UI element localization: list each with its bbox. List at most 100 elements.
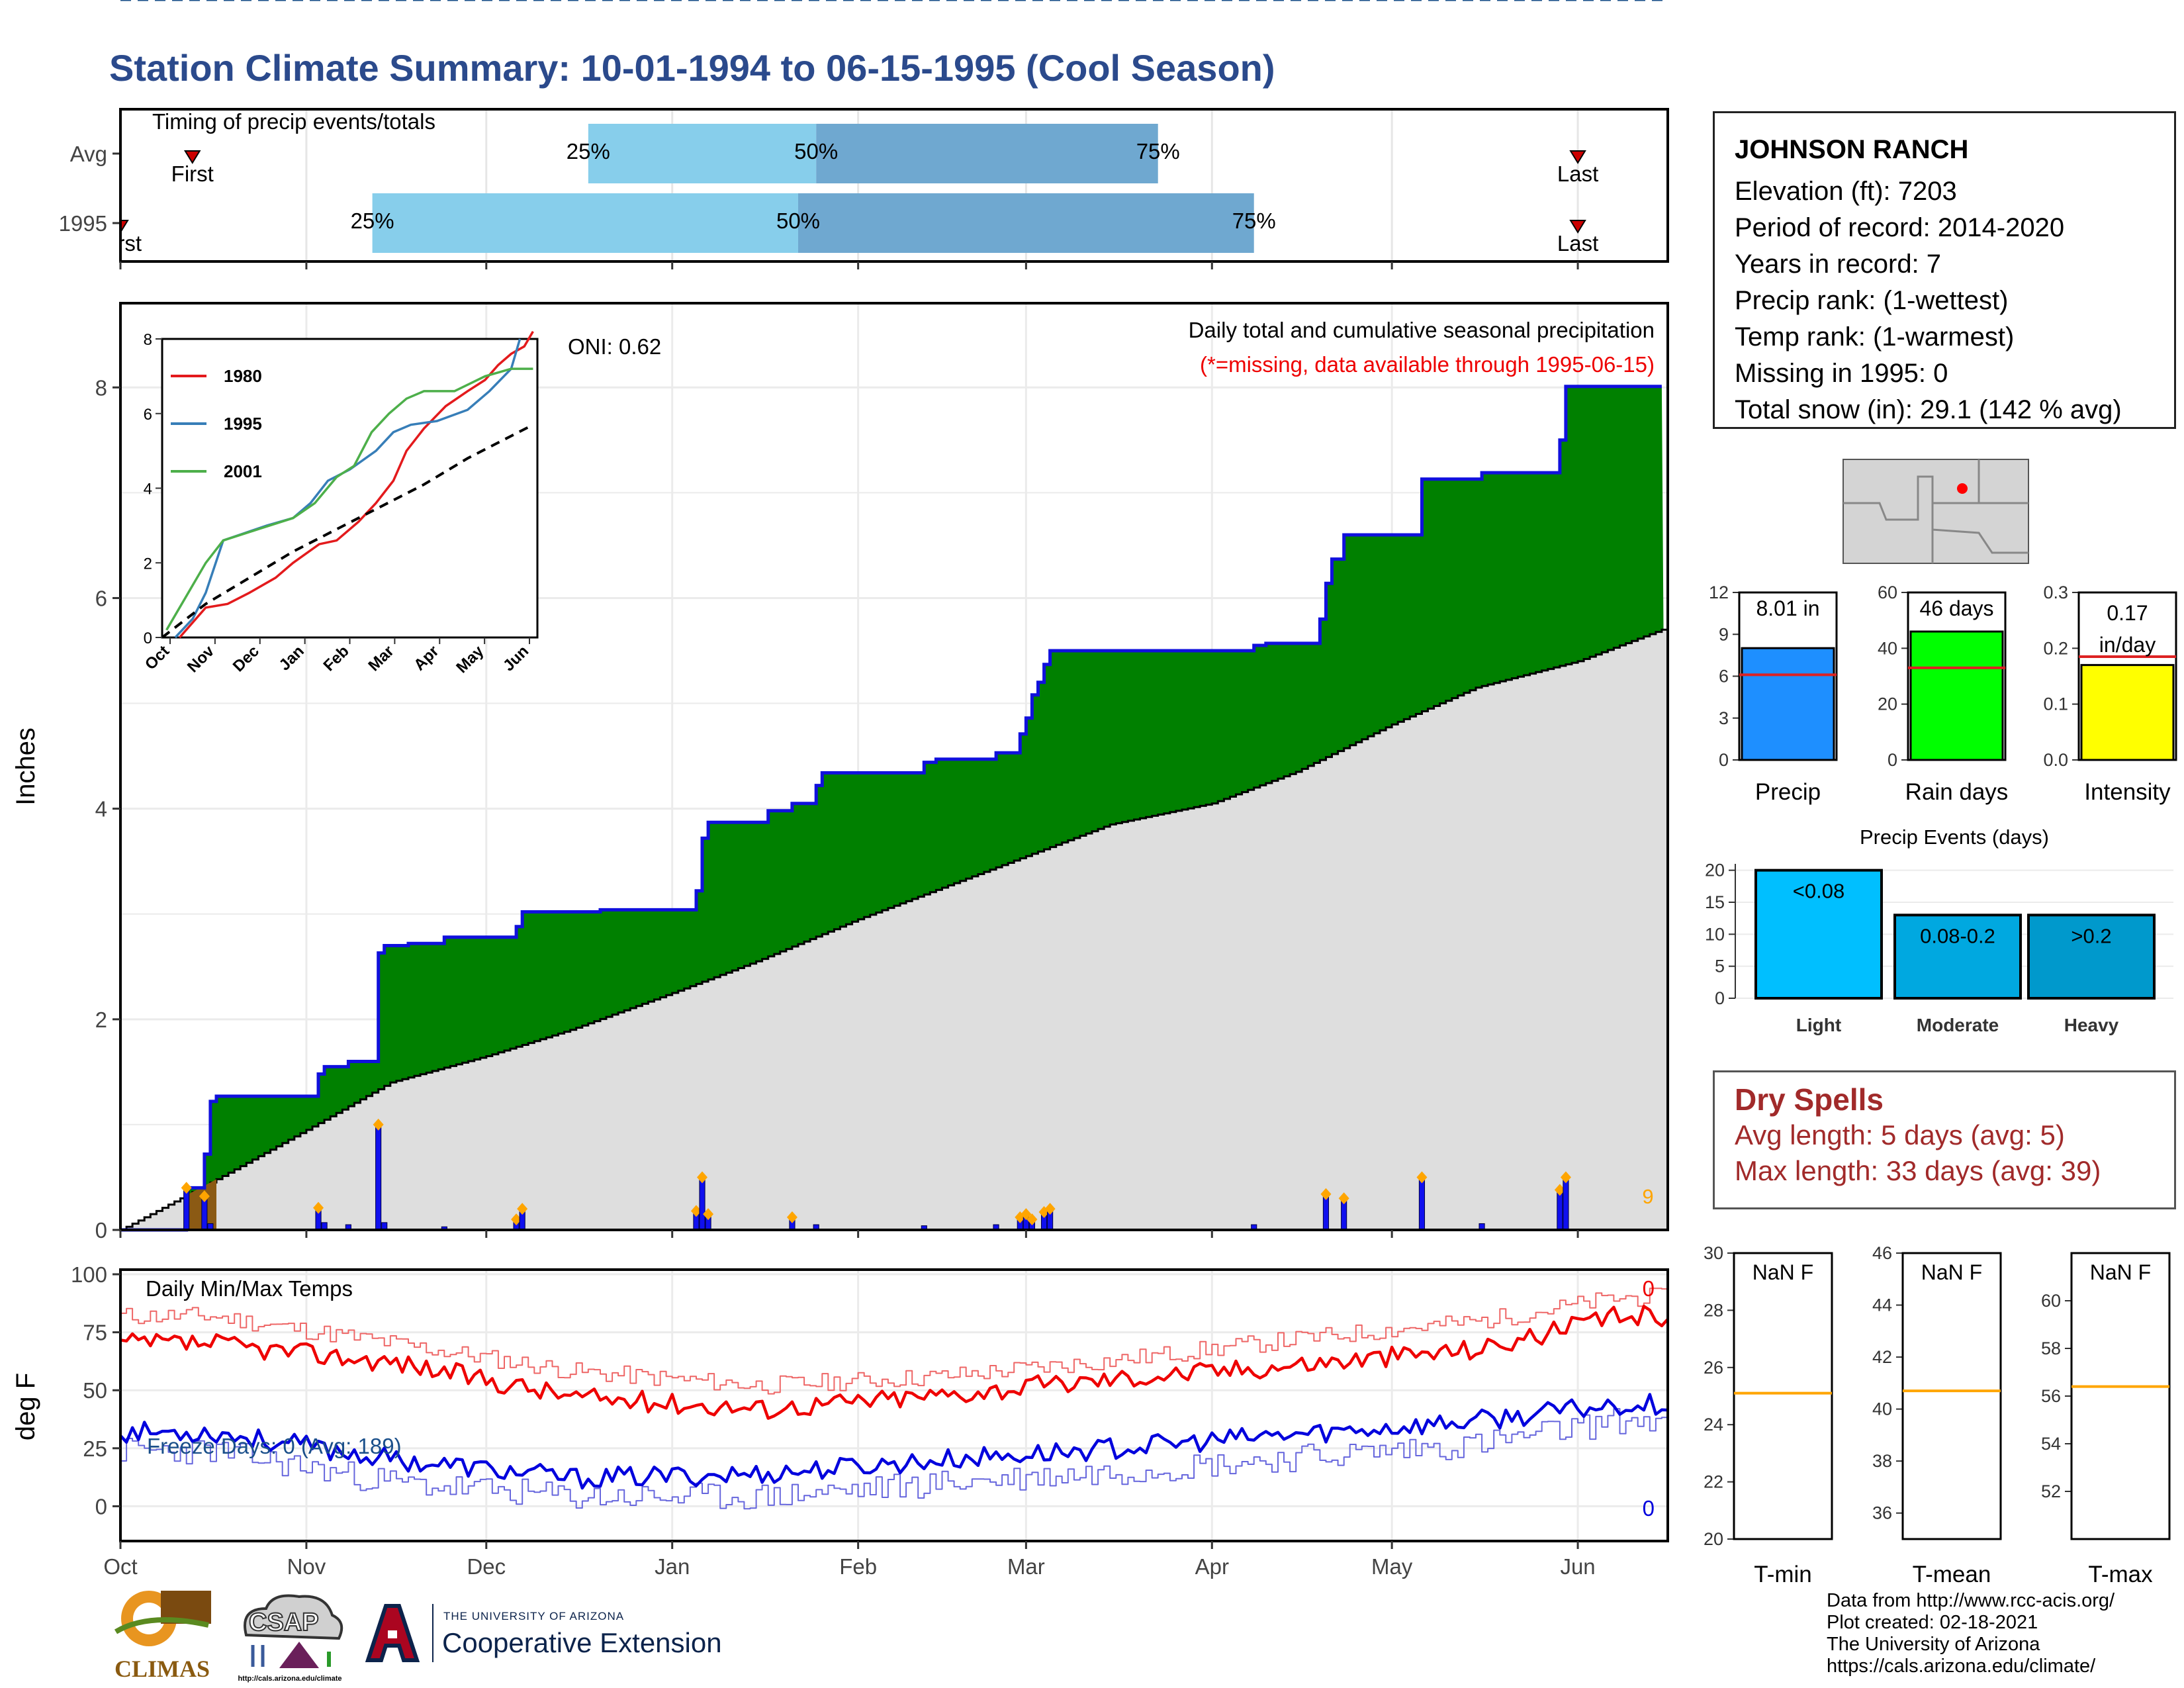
observed-cumulative-line [120,385,1662,1232]
main-ytick-label-4: 4 [95,797,107,821]
tsum-label-0: NaN F [1752,1260,1813,1284]
temps-panel: Daily Min/Max Temps Freeze Days: 0 (Avg: … [11,0,1669,1579]
timing-bar-upper-0 [816,124,1158,183]
main-frame [119,302,1669,1231]
summary-ytick-label-1-2: 40 [1878,638,1897,658]
summary-ytick-label-2-0: 0.0 [2043,750,2068,770]
main-ytick-label-6: 6 [95,586,107,610]
main-ylabel: Inches [11,727,40,806]
temps-ytick-label-1: 25 [83,1436,107,1461]
timing-last-marker-0 [1569,150,1586,164]
temps-ytick-label-2: 50 [83,1378,107,1403]
inset-line-3 [161,423,534,639]
location-map [1843,459,2029,564]
events-ytick-label-3: 15 [1705,892,1725,912]
events-title: Precip Events (days) [1860,825,2049,849]
temp-line-min [119,1393,1668,1490]
tsum-ytick-label-0-4: 28 [1704,1300,1723,1320]
daily-precip-marker-19 [1021,1208,1032,1221]
timing-title: Timing of precip events/totals [152,109,435,134]
daily-precip-bar-26 [1418,1176,1426,1231]
main-ytick-label-8: 8 [95,375,107,400]
station-period: Period of record: 2014-2020 [1735,213,2065,242]
summary-ytick-label-2-2: 0.2 [2043,638,2068,658]
tsum-ytick-label-2-0: 52 [2041,1481,2061,1501]
station-name: JOHNSON RANCH [1735,135,1969,164]
credits: Data from http://www.rcc-acis.org/ Plot … [1827,1590,2115,1677]
daily-precip-marker-14 [786,1211,797,1223]
ua-a-icon [365,1604,420,1662]
credit-plot-date: Plot created: 02-18-2021 [1827,1612,2038,1633]
summary-label-1: 46 days [1919,596,1993,620]
temp-line-avg-min [120,1407,1668,1510]
timing-bar-upper-1 [798,193,1254,253]
tsum-ytick-label-1-5: 46 [1872,1243,1892,1263]
ua-logo[interactable]: THE UNIVERSITY OF ARIZONA Cooperative Ex… [363,1601,747,1673]
events-bar-label-1: 0.08-0.2 [1920,924,1995,947]
events-bar-2 [2027,914,2156,1000]
summary-ytick-label-2-1: 0.1 [2043,694,2068,714]
ua-divider [432,1604,433,1662]
tsum-ytick-label-2-4: 60 [2041,1291,2061,1311]
daily-precip-marker-22 [1044,1203,1056,1215]
climas-logo[interactable]: CLIMAS [109,1585,215,1682]
credit-university: The University of Arizona [1827,1634,2040,1655]
daily-precip-marker-10 [517,1203,528,1215]
station-elevation: Elevation (ft): 7203 [1735,177,1957,206]
summary-ytick-label-0-4: 12 [1709,583,1729,602]
timing-last-marker-1 [1569,220,1586,234]
daily-precip-marker-0 [181,1182,192,1194]
tsum-frame-1 [1901,1252,2002,1540]
month-label-8: Jun [1560,1554,1595,1579]
inset-legend-label-2: 2001 [224,461,262,481]
events-ytick-label-4: 20 [1705,861,1725,880]
timing-row-text-0: Avg [70,142,107,166]
csap-logo[interactable]: CSAP http://cals.arizona.edu/climate [233,1589,347,1685]
timing-left-mask [0,109,120,261]
tsum-ytick-label-0-3: 26 [1704,1358,1723,1378]
daily-precip-marker-13 [703,1208,714,1221]
tsum-ytick-label-2-2: 56 [2041,1386,2061,1406]
temps-ytick-label-3: 75 [83,1321,107,1345]
daily-precip-bar-29 [1563,1176,1569,1231]
summary-bar-0 [1741,647,1835,761]
inset-legend-label-0: 1980 [224,366,262,386]
tsum-ytick-label-2-3: 58 [2041,1338,2061,1358]
daily-precip-marker-1 [199,1190,210,1203]
daily-precip-marker-26 [1416,1171,1428,1184]
events-bar-0 [1754,868,1883,1000]
tsum-label-1: NaN F [1921,1260,1982,1284]
temps-title: Daily Min/Max Temps [146,1276,353,1301]
main-ytick-label-0: 0 [95,1218,107,1243]
summary-ytick-label-0-3: 9 [1719,624,1729,644]
dry-avg-length: Avg length: 5 days (avg: 5) [1735,1119,2065,1150]
timing-pct-1-2: 75% [1232,209,1276,233]
tsum-ytick-label-1-3: 42 [1872,1347,1892,1367]
climas-sun-icon [114,1591,211,1646]
main-label-missing: (*=missing, data available through 1995-… [1200,352,1655,377]
tsum-label-2: NaN F [2090,1260,2151,1284]
timing-bar-lower-0 [588,124,817,183]
timing-pct-0-1: 50% [794,139,838,164]
timing-row-text-1: 1995 [59,211,107,236]
tsum-category-1: T-mean [1913,1562,1991,1587]
timing-pct-1-0: 25% [351,209,394,233]
tsum-frame-2 [2070,1252,2171,1540]
events-ytick-label-0: 0 [1715,988,1725,1008]
timing-last-label-0: Last [1557,162,1598,186]
ua-small-text: THE UNIVERSITY OF ARIZONA [443,1610,625,1622]
timing-frame [119,108,1669,263]
daily-precip-marker-12 [697,1171,708,1184]
daily-precip-marker-9 [511,1213,522,1226]
station-precip-rank: Precip rank: (1-wettest) [1735,286,2009,315]
dry-spells-box: Dry Spells Avg length: 5 days (avg: 5) M… [1713,1070,2176,1209]
inset-ytick-label-1: 2 [144,555,152,573]
timing-last-label-1: Last [1557,231,1598,256]
tsum-category-0: T-min [1754,1562,1812,1587]
timing-panel: Timing of precip events/totals 25% 50% 75% F… [0,108,1669,269]
average-cumulative-area [120,630,1668,1230]
inset-ytick-label-2: 4 [144,481,152,498]
station-info: JOHNSON RANCH Elevation (ft): 7203 Perio… [1713,111,2176,429]
timing-first-label-0: First [171,162,214,186]
